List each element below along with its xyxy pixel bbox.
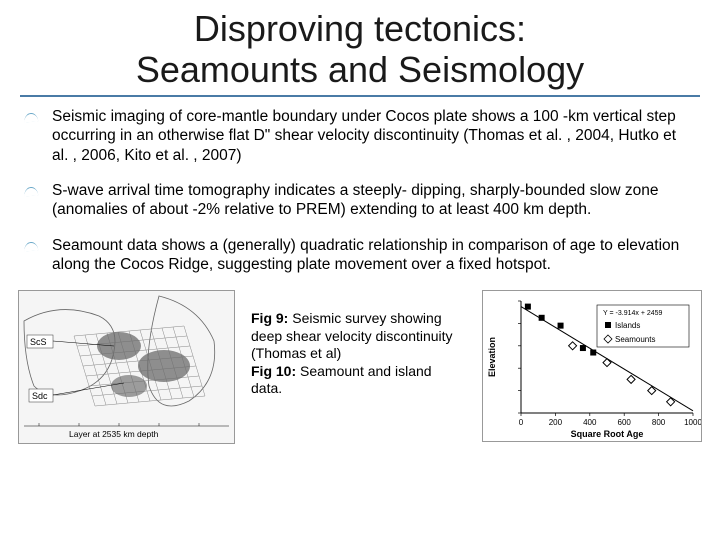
label-depth: Layer at 2535 km depth bbox=[69, 429, 159, 439]
title-line-2: Seamounts and Seismology bbox=[136, 49, 584, 90]
svg-text:1000: 1000 bbox=[684, 418, 701, 427]
bullet-list: Seismic imaging of core-mantle boundary … bbox=[0, 107, 720, 275]
svg-text:0: 0 bbox=[519, 418, 524, 427]
bullet-item: Seismic imaging of core-mantle boundary … bbox=[48, 107, 696, 165]
figure-9-seismic-map: ScS Sdc Layer at 2535 km depth bbox=[18, 290, 235, 444]
bullet-item: Seamount data shows a (generally) quadra… bbox=[48, 236, 696, 275]
svg-text:Seamounts: Seamounts bbox=[615, 335, 655, 344]
title-line-1: Disproving tectonics: bbox=[194, 8, 526, 49]
figure-caption: Fig 9: Seismic survey showing deep shear… bbox=[251, 290, 466, 398]
figure-10-scatter-plot: 0 200 400 600 800 1000 Square Root Age Elevatio… bbox=[482, 290, 702, 442]
svg-text:Square Root Age: Square Root Age bbox=[571, 429, 644, 439]
svg-text:200: 200 bbox=[549, 418, 563, 427]
fig10-label: Fig 10: bbox=[251, 363, 296, 379]
fig9-label: Fig 9: bbox=[251, 310, 288, 326]
svg-text:600: 600 bbox=[618, 418, 632, 427]
svg-text:800: 800 bbox=[652, 418, 666, 427]
svg-text:Islands: Islands bbox=[615, 321, 640, 330]
label-scs: ScS bbox=[30, 337, 47, 347]
svg-text:Elevation: Elevation bbox=[487, 337, 497, 377]
svg-text:400: 400 bbox=[583, 418, 597, 427]
slide-title: Disproving tectonics: Seamounts and Seis… bbox=[20, 0, 700, 97]
svg-text:Y = -3.914x + 2459: Y = -3.914x + 2459 bbox=[603, 310, 663, 317]
figure-row: ScS Sdc Layer at 2535 km depth Fig 9: Se… bbox=[0, 290, 720, 444]
label-sdc: Sdc bbox=[32, 391, 48, 401]
bullet-item: S-wave arrival time tomography indicates… bbox=[48, 181, 696, 220]
